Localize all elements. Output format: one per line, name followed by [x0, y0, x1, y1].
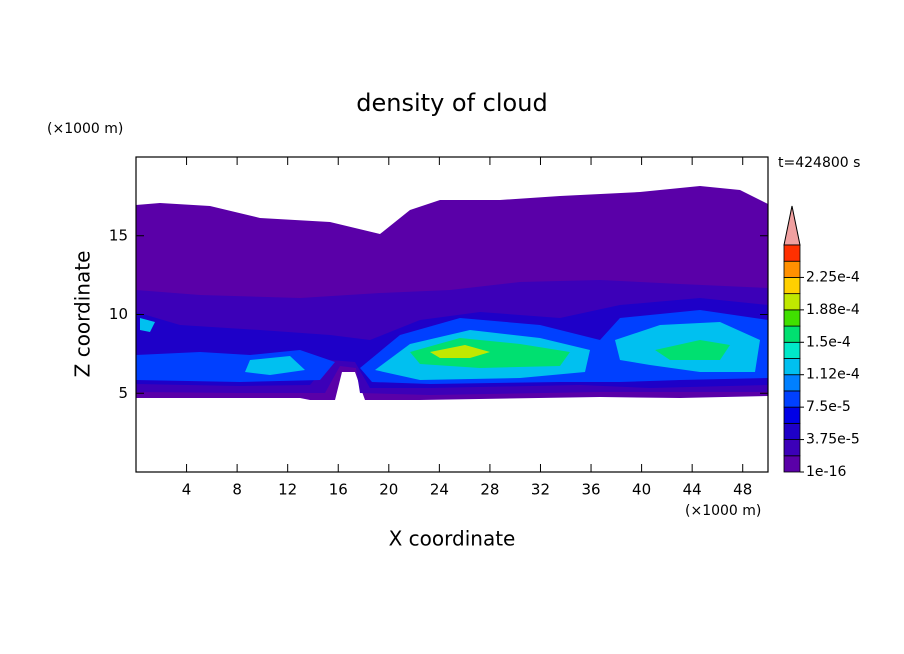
colorbar-bin [783, 277, 801, 295]
x-tick-label: 48 [733, 481, 752, 499]
colorbar-bin [783, 260, 801, 278]
colorbar-extension [783, 205, 801, 246]
colorbar-bin [783, 341, 801, 359]
contour-field [136, 186, 768, 400]
y-tick-label: 5 [118, 384, 128, 402]
colorbar-label: 1.12e-4 [806, 367, 860, 383]
colorbar-bin [783, 293, 801, 311]
colorbar-bin [783, 439, 801, 457]
colorbar-bin [783, 455, 801, 473]
colorbar-bin [783, 244, 801, 262]
chart-title: density of cloud [356, 89, 547, 117]
y-unit: (×1000 m) [47, 121, 123, 137]
colorbar-bin [783, 358, 801, 376]
x-tick-label: 36 [581, 481, 600, 499]
x-tick-label: 44 [683, 481, 702, 499]
colorbar-bin [783, 390, 801, 408]
contour-region [430, 345, 490, 358]
x-tick-label: 4 [182, 481, 192, 499]
colorbar-bin [783, 374, 801, 392]
colorbar-bin [783, 309, 801, 327]
x-tick-label: 32 [531, 481, 550, 499]
contour-region [410, 338, 730, 368]
colorbar-bin [783, 422, 801, 440]
y-tick-label: 10 [109, 305, 128, 323]
colorbar-label: 7.5e-5 [806, 399, 851, 415]
x-tick-label: 24 [430, 481, 449, 499]
y-axis-title: Z coordinate [71, 251, 95, 378]
colorbar-label: 1.88e-4 [806, 302, 860, 318]
x-unit: (×1000 m) [685, 503, 761, 519]
y-tick-label: 15 [109, 226, 128, 244]
x-tick-label: 20 [379, 481, 398, 499]
colorbar-label: 1e-16 [806, 464, 846, 480]
colorbar-label: 1.5e-4 [806, 334, 851, 350]
x-tick-label: 12 [278, 481, 297, 499]
colorbar-label: 2.25e-4 [806, 269, 860, 285]
colorbar-bin [783, 325, 801, 343]
colorbar-label: 3.75e-5 [806, 432, 860, 448]
time-label: t=424800 s [778, 155, 860, 171]
colorbar-bin [783, 406, 801, 424]
x-tick-label: 16 [329, 481, 348, 499]
x-tick-label: 8 [232, 481, 242, 499]
x-axis-title: X coordinate [389, 527, 516, 551]
x-tick-label: 28 [480, 481, 499, 499]
x-tick-label: 40 [632, 481, 651, 499]
